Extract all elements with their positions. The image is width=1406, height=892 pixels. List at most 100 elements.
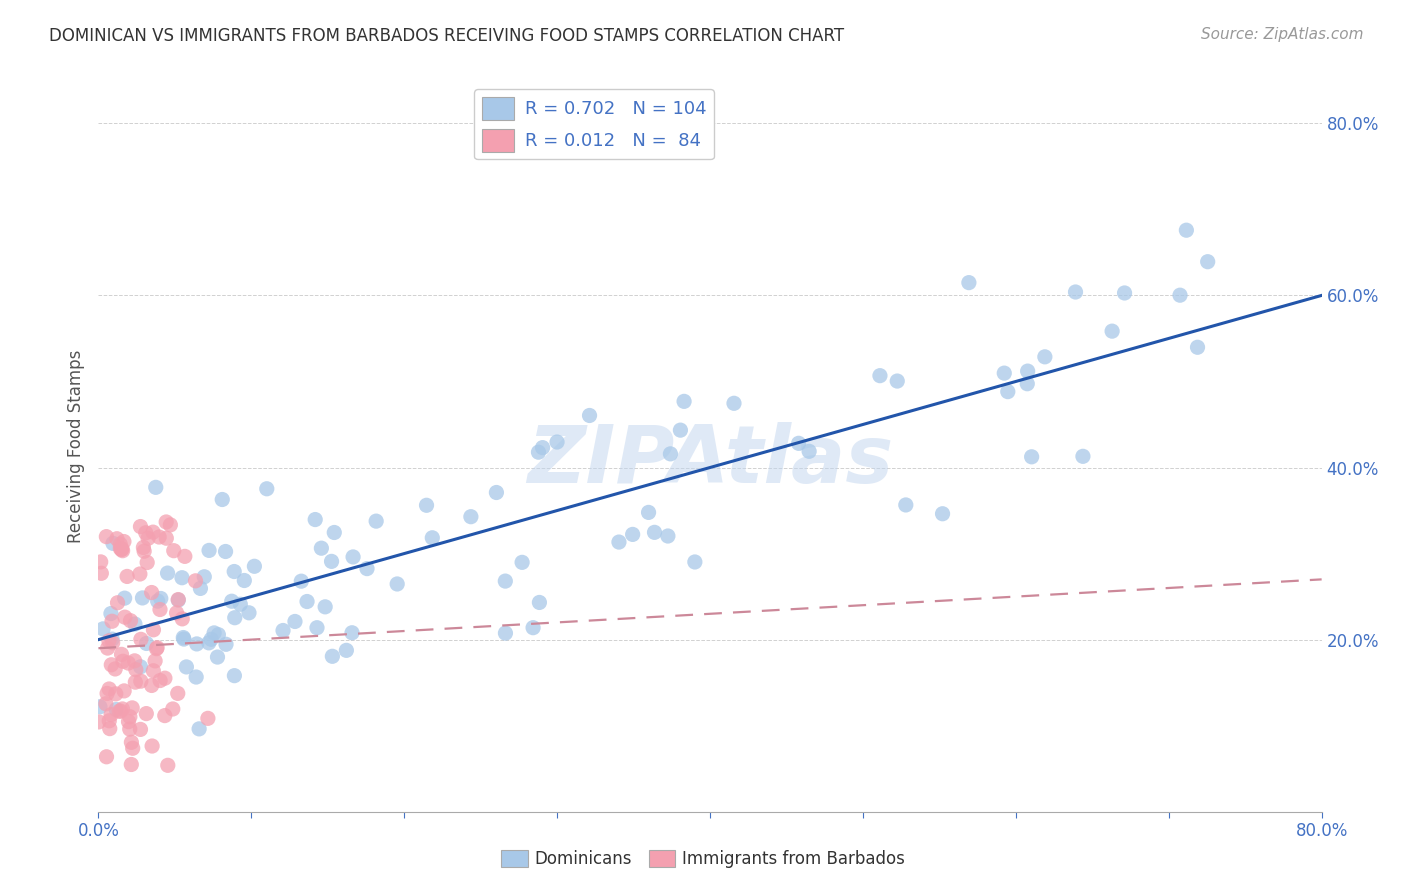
Point [510,555,533,569]
Legend: R = 0.702   N = 104, R = 0.012   N =  84: R = 0.702 N = 104, R = 0.012 N = 84 [474,89,714,159]
Point [111,543,134,558]
Point [124,654,146,668]
Point [101,536,124,550]
Point [993,366,1015,380]
Point [167,592,190,607]
Point [673,394,696,409]
Point [723,396,745,410]
Point [98,722,121,736]
Point [153,671,176,685]
Point [146,594,169,608]
Point [121,701,143,715]
Point [105,702,128,716]
Point [271,624,294,638]
Point [145,480,167,494]
Point [1175,223,1198,237]
Point [256,482,278,496]
Point [90,555,112,569]
Point [110,542,132,557]
Point [129,674,152,689]
Point [415,498,437,512]
Point [546,435,568,450]
Point [101,632,124,647]
Point [931,507,953,521]
Point [101,614,124,628]
Point [321,554,343,568]
Point [221,594,243,608]
Point [193,570,215,584]
Point [110,648,132,662]
Point [172,612,194,626]
Point [197,711,219,725]
Text: Source: ZipAtlas.com: Source: ZipAtlas.com [1201,27,1364,42]
Point [129,519,152,533]
Point [176,660,198,674]
Point [529,595,551,609]
Point [141,739,163,753]
Point [142,525,165,540]
Point [112,534,135,549]
Point [166,686,188,700]
Point [243,559,266,574]
Point [104,662,127,676]
Point [215,637,238,651]
Point [531,441,554,455]
Point [111,542,134,557]
Point [494,574,516,588]
Point [1187,340,1209,354]
Point [129,723,152,737]
Point [120,757,142,772]
Point [621,527,644,541]
Point [607,535,630,549]
Point [142,623,165,637]
Point [290,574,312,589]
Point [120,735,142,749]
Point [787,436,810,450]
Point [97,641,120,656]
Point [167,593,190,607]
Point [143,654,166,668]
Point [797,444,820,458]
Point [121,741,143,756]
Point [124,675,146,690]
Point [233,574,256,588]
Point [141,678,163,692]
Point [114,610,136,624]
Point [494,626,516,640]
Point [110,537,132,551]
Point [90,566,112,581]
Point [96,749,118,764]
Point [1071,450,1094,464]
Point [162,702,184,716]
Point [1168,288,1191,302]
Point [1017,376,1039,391]
Point [1114,285,1136,300]
Point [1101,324,1123,338]
Point [186,637,208,651]
Point [87,714,110,729]
Point [184,574,207,588]
Point [117,656,139,670]
Point [321,649,343,664]
Point [869,368,891,383]
Point [149,591,172,606]
Point [163,543,186,558]
Text: DOMINICAN VS IMMIGRANTS FROM BARBADOS RECEIVING FOOD STAMPS CORRELATION CHART: DOMINICAN VS IMMIGRANTS FROM BARBADOS RE… [49,27,845,45]
Point [141,585,163,599]
Point [335,643,357,657]
Point [224,668,246,682]
Point [100,607,122,621]
Point [522,621,544,635]
Point [155,531,177,545]
Point [111,702,134,716]
Point [156,566,179,580]
Point [136,556,159,570]
Point [644,525,666,540]
Point [149,673,172,688]
Point [342,549,364,564]
Point [166,606,188,620]
Point [356,561,378,575]
Point [131,591,153,605]
Point [172,631,194,645]
Point [886,374,908,388]
